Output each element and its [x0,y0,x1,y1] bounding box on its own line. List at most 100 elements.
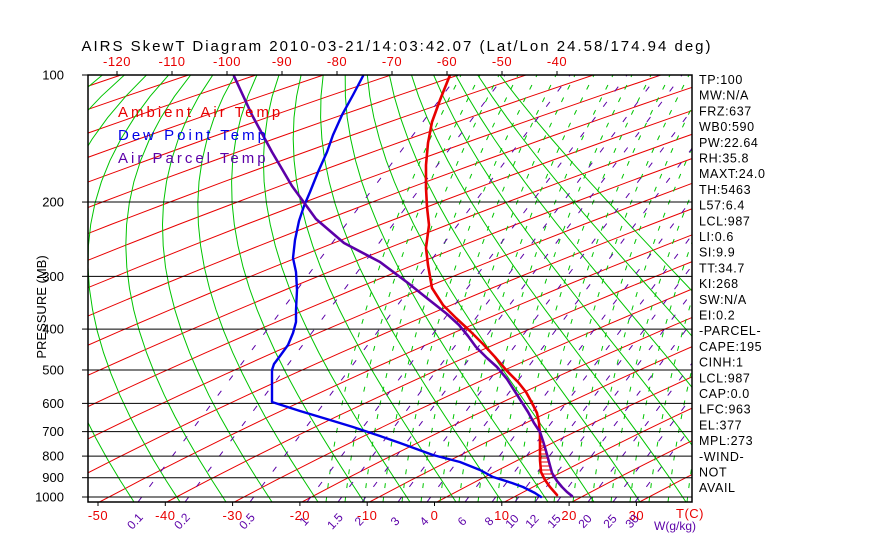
moist-adiabat-line [667,366,692,502]
stats-line: CINH:1 [699,356,744,370]
ambient-temp-curve [424,75,559,497]
mixing-ratio-label: 6 [455,514,470,529]
isotherm-line [88,75,459,209]
moist-adiabat-line [439,75,576,502]
parcel-temp-curve [232,75,574,498]
mixing-ratio-line [249,75,571,502]
stats-line: PW:22.64 [699,136,758,150]
isotherm-line [166,261,692,502]
dry-adiabat-line [320,75,503,502]
stats-line: EL:377 [699,418,742,432]
dry-adiabat-line [388,75,641,502]
moist-adiabat-line [477,75,614,502]
bottom-temp-label: 10 [494,508,509,523]
stats-line: CAPE:195 [699,340,762,354]
mixing-unit-label: W(g/kg) [654,519,696,533]
top-temp-label: -70 [382,54,402,69]
stats-line: LCL:987 [699,214,750,228]
moist-adiabat-line [401,75,538,502]
isotherm-line [88,75,662,289]
isotherm-line [88,75,392,183]
stats-line: LI:0.6 [699,230,734,244]
moist-adiabat-line [553,75,690,502]
stats-line: EI:0.2 [699,309,735,323]
moist-adiabat-line [648,297,692,502]
mixing-ratio-line [397,108,692,502]
mixing-ratio-label: 1.5 [324,510,346,532]
dry-adiabat-line [161,75,273,502]
isotherm-line [88,75,594,261]
pressure-tick-label: 500 [42,362,64,377]
pressure-tick-label: 1000 [35,490,64,505]
pressure-axis: 100 200 300 400 500 600 700 800 900 1000 [35,68,692,505]
stats-line: FRZ:637 [699,104,752,118]
top-temp-scale: -120 -110 -100 -90 -80 -70 -60 -50 -40 [103,54,567,75]
stats-line: CAP:0.0 [699,387,750,401]
bottom-temp-label: 0 [431,508,439,523]
stats-line: LCL:987 [699,371,750,385]
top-temp-label: -80 [327,54,347,69]
isotherm-line [504,407,692,502]
bottom-temp-label: -30 [222,508,242,523]
mixing-ratio-label: 25 [600,511,620,531]
sounding-curves [232,75,574,499]
stats-line: AVAIL [699,481,736,495]
top-temp-label: -120 [103,54,131,69]
dry-adiabat-line [292,75,457,502]
isotherm-line [88,182,692,440]
pressure-tick-label: 700 [42,424,64,439]
mixing-ratio-line [534,291,692,502]
stats-line: TT:34.7 [699,261,745,275]
legend-item: Air Parcel Temp [118,150,269,167]
isotherm-line [88,158,692,408]
moist-adiabat-line [515,75,652,502]
moist-adiabat-line [344,75,481,502]
top-temp-label: -60 [437,54,457,69]
pressure-tick-label: 800 [42,449,64,464]
pressure-tick-label: 600 [42,396,64,411]
dry-adiabat-line [477,75,692,337]
dry-adiabat-line [88,75,147,502]
dry-adiabat-line [197,75,319,502]
stats-line: RH:35.8 [699,152,749,166]
top-temp-label: -50 [492,54,512,69]
isotherm-line [88,86,692,317]
stats-line: MAXT:24.0 [699,167,766,181]
legend-item: Dew Point Temp [118,127,269,144]
stats-line: -WIND- [699,450,744,464]
isotherm-line [88,133,692,376]
isotherm-line [88,75,527,235]
legend-item: Ambient Air Temp [118,104,283,121]
dry-adiabat-line [499,75,692,292]
dry-adiabat-line [411,75,687,502]
dry-adiabat-line [125,75,227,502]
pressure-tick-label: 900 [42,470,64,485]
cape-hatch-area [541,441,553,475]
moist-adiabat-line [610,191,692,502]
dry-adiabat-line [433,75,692,446]
isotherm-line [88,110,692,346]
page-title: AIRS SkewT Diagram 2010-03-21/14:03:42.0… [81,38,712,55]
bottom-temp-label: -10 [357,508,377,523]
mixing-ratio-line [184,75,506,502]
moist-adiabat-line [382,75,519,502]
bottom-temp-label: 20 [561,508,576,523]
dry-adiabat-line [88,75,125,502]
bottom-temp-label: -20 [290,508,310,523]
moist-adiabat-line [629,240,692,502]
mixing-ratio-line [361,75,683,502]
mixing-ratio-line [464,198,692,502]
stats-line: LFC:963 [699,403,751,417]
stats-line: KI:268 [699,277,739,291]
dry-adiabat-line [455,75,692,389]
moist-adiabat-line [534,75,671,502]
mixing-ratio-line [306,75,628,502]
stats-line: L57:6.4 [699,199,745,213]
moist-adiabat-line [496,75,633,502]
dry-adiabat-line [231,75,365,502]
pressure-tick-label: 400 [42,322,64,337]
stats-line: -PARCEL- [699,324,761,338]
dry-adiabat-line [88,75,181,502]
